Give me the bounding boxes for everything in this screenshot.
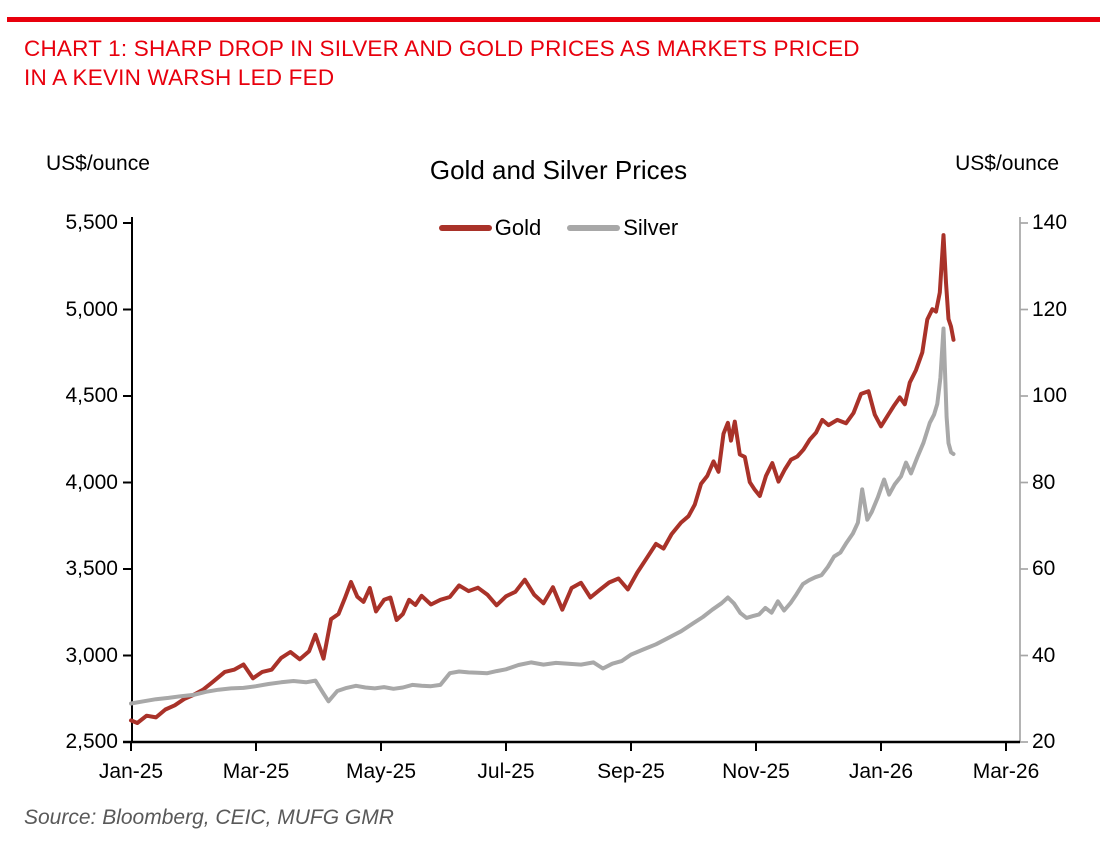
y-left-tick-label: 2,500	[65, 730, 118, 753]
y-right-tick-label: 80	[1032, 470, 1056, 494]
y-left-unit-label: US$/ounce	[46, 152, 150, 175]
y-right-tick-label: 60	[1032, 557, 1056, 580]
x-tick-label: Jan-25	[98, 760, 164, 783]
silver-line-swatch	[567, 225, 621, 231]
chart-heading-line2: IN A KEVIN WARSH LED FED	[24, 65, 335, 90]
gold-line-swatch	[438, 225, 492, 231]
legend-item-gold: Gold	[438, 215, 542, 241]
series-line-gold	[129, 233, 956, 725]
y-right-tick-label: 20	[1032, 730, 1056, 753]
header-rule	[7, 17, 1100, 22]
y-left-tick-label: 3,500	[65, 557, 118, 580]
x-tick-label: May-25	[345, 760, 417, 783]
chart-heading-line1: CHART 1: SHARP DROP IN SILVER AND GOLD P…	[24, 36, 860, 61]
y-right-tick-label: 120	[1032, 297, 1068, 321]
x-tick-label: Jul-25	[477, 760, 535, 783]
legend-label-silver: Silver	[623, 215, 679, 240]
y-right-tick-label: 140	[1032, 211, 1068, 234]
source-note: Source: Bloomberg, CEIC, MUFG GMR	[24, 806, 394, 829]
y-left-tick-label: 3,000	[65, 643, 118, 667]
chart-title: Gold and Silver Prices	[429, 155, 688, 185]
x-tick-label: Jan-26	[848, 760, 914, 783]
x-tick-label: Mar-26	[972, 760, 1040, 783]
y-left-tick-label: 4,500	[65, 384, 118, 407]
y-right-tick-label: 100	[1032, 384, 1068, 407]
y-left-tick-label: 5,000	[65, 297, 118, 321]
y-right-tick-label: 40	[1032, 643, 1056, 667]
x-tick-label: Sep-25	[597, 760, 665, 783]
legend-label-gold: Gold	[494, 215, 542, 240]
legend-item-silver: Silver	[567, 215, 678, 241]
y-right-unit-label: US$/ounce	[955, 152, 1059, 175]
y-left-tick-label: 4,000	[65, 470, 118, 494]
legend: Gold Silver	[0, 215, 1117, 241]
x-tick-label: Nov-25	[722, 760, 790, 783]
y-left-tick-label: 5,500	[65, 211, 118, 234]
x-tick-label: Mar-25	[222, 760, 290, 783]
series-line-silver	[129, 326, 956, 706]
